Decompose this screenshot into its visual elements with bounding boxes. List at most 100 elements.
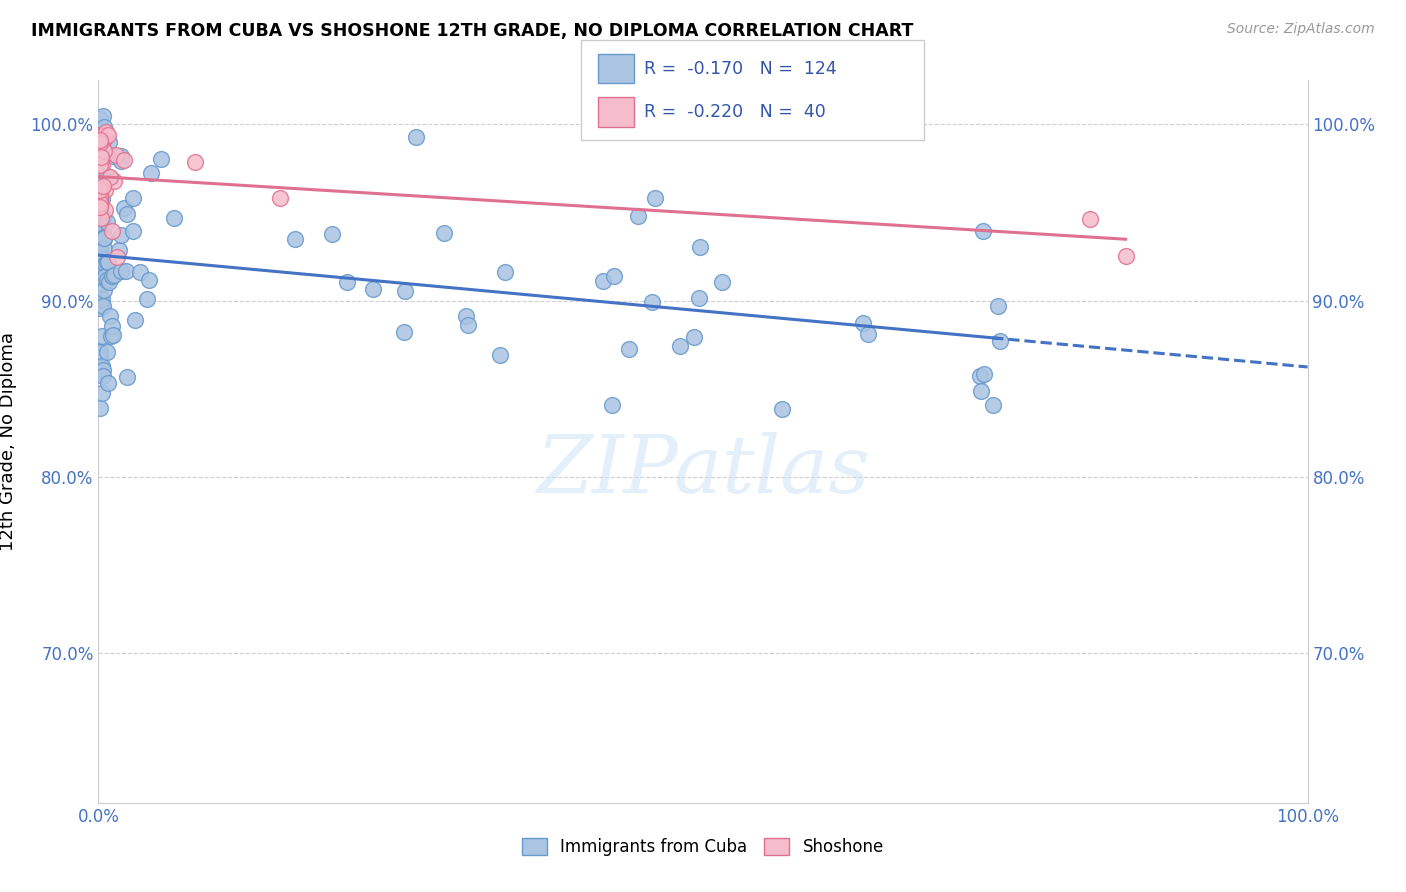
Point bbox=[128, 265, 150, 279]
Legend: Immigrants from Cuba, Shoshone: Immigrants from Cuba, Shoshone bbox=[516, 831, 890, 863]
Point bbox=[89, 248, 111, 262]
Point bbox=[110, 153, 132, 168]
Point bbox=[135, 293, 157, 307]
Point bbox=[91, 328, 114, 343]
Point bbox=[603, 269, 626, 284]
Point bbox=[138, 273, 160, 287]
Point bbox=[89, 112, 111, 126]
Point bbox=[94, 125, 117, 139]
Point bbox=[98, 169, 121, 184]
Point bbox=[121, 191, 143, 205]
Text: ZIPatlas: ZIPatlas bbox=[536, 432, 870, 509]
Point bbox=[336, 275, 359, 289]
Point bbox=[97, 275, 120, 289]
Point bbox=[94, 269, 117, 284]
Point bbox=[89, 229, 111, 244]
Point bbox=[89, 157, 111, 171]
Text: Source: ZipAtlas.com: Source: ZipAtlas.com bbox=[1227, 22, 1375, 37]
Point bbox=[89, 264, 111, 278]
Point bbox=[91, 192, 114, 206]
Point bbox=[89, 147, 111, 161]
Point bbox=[626, 209, 648, 223]
Point bbox=[97, 135, 120, 149]
Point bbox=[89, 185, 111, 199]
Point bbox=[91, 129, 114, 144]
Point bbox=[669, 339, 692, 353]
Point bbox=[89, 301, 111, 315]
Point bbox=[457, 318, 479, 332]
Point bbox=[89, 214, 111, 228]
Point bbox=[89, 188, 111, 202]
Point bbox=[641, 295, 664, 310]
Point bbox=[405, 129, 427, 144]
Point bbox=[91, 150, 114, 164]
Point bbox=[96, 215, 118, 229]
Point bbox=[101, 319, 124, 334]
Point bbox=[90, 276, 112, 290]
Point bbox=[105, 250, 128, 264]
Point bbox=[89, 193, 111, 207]
Point bbox=[89, 136, 111, 150]
Point bbox=[103, 174, 125, 188]
Point bbox=[89, 260, 111, 274]
Point bbox=[115, 263, 138, 277]
Point bbox=[122, 224, 145, 238]
Point bbox=[89, 183, 111, 197]
Point bbox=[89, 265, 111, 279]
Point bbox=[89, 208, 111, 222]
Point bbox=[856, 326, 879, 341]
Point bbox=[93, 257, 115, 271]
Point bbox=[96, 273, 118, 287]
Point bbox=[91, 368, 114, 383]
Point bbox=[89, 245, 111, 260]
Point bbox=[184, 154, 207, 169]
Point bbox=[617, 342, 640, 356]
Point bbox=[494, 265, 516, 279]
Point bbox=[89, 274, 111, 288]
Point bbox=[972, 223, 994, 237]
Point bbox=[91, 109, 114, 123]
Point bbox=[150, 152, 173, 166]
Point bbox=[112, 153, 135, 167]
Point bbox=[91, 179, 114, 194]
Point bbox=[93, 231, 115, 245]
Point bbox=[90, 359, 112, 373]
Point bbox=[94, 202, 117, 217]
Point bbox=[321, 227, 343, 241]
Point bbox=[89, 345, 111, 359]
Point bbox=[433, 226, 456, 240]
Point bbox=[89, 197, 111, 211]
Point bbox=[93, 242, 115, 256]
Point bbox=[970, 384, 993, 398]
Point bbox=[117, 207, 139, 221]
Point bbox=[90, 176, 112, 190]
Point bbox=[101, 224, 124, 238]
Point bbox=[89, 189, 111, 203]
Point bbox=[89, 237, 111, 252]
Point bbox=[852, 316, 875, 330]
Point bbox=[93, 132, 115, 146]
Text: IMMIGRANTS FROM CUBA VS SHOSHONE 12TH GRADE, NO DIPLOMA CORRELATION CHART: IMMIGRANTS FROM CUBA VS SHOSHONE 12TH GR… bbox=[31, 22, 914, 40]
Point bbox=[96, 344, 118, 359]
Point bbox=[94, 183, 117, 197]
Point bbox=[988, 334, 1011, 348]
Point bbox=[89, 248, 111, 262]
Point bbox=[683, 329, 706, 343]
Point bbox=[96, 255, 118, 269]
Point bbox=[93, 232, 115, 246]
Point bbox=[163, 211, 186, 225]
Point bbox=[91, 158, 114, 172]
Point bbox=[89, 128, 111, 143]
Point bbox=[115, 369, 138, 384]
Point bbox=[110, 264, 132, 278]
Point bbox=[91, 293, 114, 307]
Point bbox=[90, 212, 112, 227]
Point bbox=[710, 275, 733, 289]
Point bbox=[89, 197, 111, 211]
Point bbox=[101, 269, 124, 284]
Point bbox=[89, 251, 111, 265]
Point bbox=[600, 398, 623, 412]
Point bbox=[97, 255, 120, 269]
Point bbox=[89, 158, 111, 172]
Point bbox=[103, 268, 125, 283]
